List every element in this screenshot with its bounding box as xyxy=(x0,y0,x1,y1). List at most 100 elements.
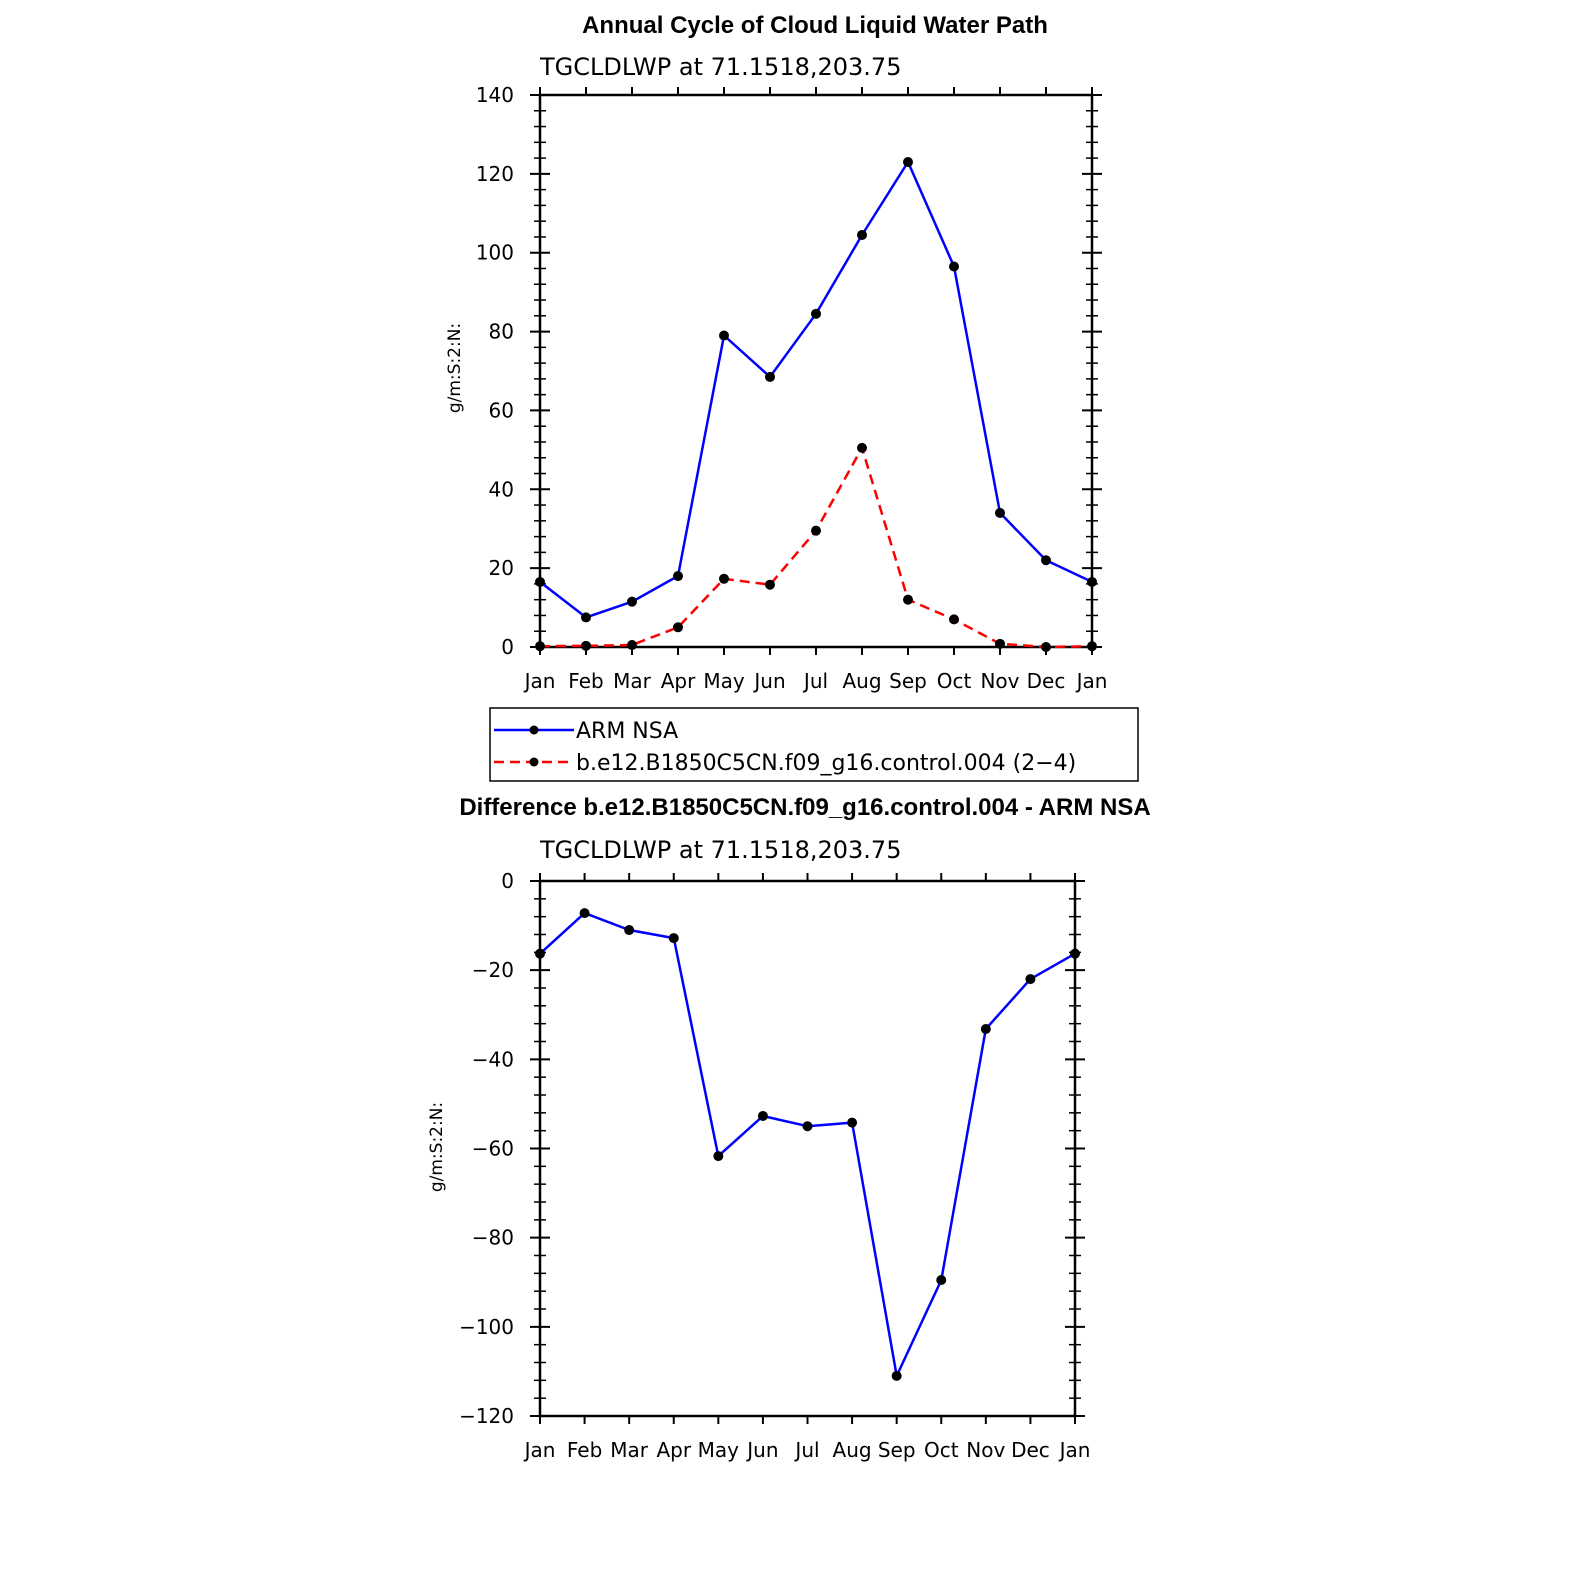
series-0-point xyxy=(995,507,1005,518)
top-chart-axes: Jan Feb Mar Apr May Jun Jul Aug Sep Oct Nov Dec Jan 0… xyxy=(476,83,1108,693)
series-0-point xyxy=(757,1110,768,1121)
series-1-point xyxy=(1087,641,1097,652)
series-0-point xyxy=(581,612,591,623)
x-tick-label: Jan xyxy=(1058,1438,1091,1462)
series-1-point xyxy=(1041,642,1051,652)
x-tick-label: Jul xyxy=(802,669,828,693)
x-tick-label: Dec xyxy=(1027,669,1066,693)
bottom-chart-series xyxy=(535,908,1080,1381)
x-tick-label: Feb xyxy=(567,1438,602,1462)
top-chart-series xyxy=(535,157,1097,652)
series-1-point xyxy=(811,525,821,536)
bottom-chart-title: Difference b.e12.B1850C5CN.f09_g16.contr… xyxy=(459,794,1150,821)
legend-label-model: b.e12.B1850C5CN.f09_g16.control.004 (2−4… xyxy=(576,751,1076,776)
x-tick-label: Jun xyxy=(752,669,785,693)
series-0-point xyxy=(1041,555,1051,566)
top-chart-subtitle: TGCLDLWP at 71.1518,203.75 xyxy=(539,53,901,81)
x-tick-label: May xyxy=(698,1438,740,1462)
y-tick-label: 60 xyxy=(489,398,514,422)
series-0-point xyxy=(668,933,679,944)
y-tick-label: 0 xyxy=(501,635,514,659)
series-0-point xyxy=(719,330,729,341)
legend: ARM NSA b.e12.B1850C5CN.f09_g16.control.… xyxy=(489,707,1139,782)
series-0-point xyxy=(949,261,959,272)
y-tick-label: −20 xyxy=(472,958,514,982)
top-chart-title: Annual Cycle of Cloud Liquid Water Path xyxy=(582,12,1048,39)
series-0-point xyxy=(811,308,821,319)
series-1-point xyxy=(673,622,683,633)
y-tick-label: −100 xyxy=(459,1315,514,1339)
bottom-chart-axes: Jan Feb Mar Apr May Jun Jul Aug Sep Oct Nov Dec Jan 0… xyxy=(459,869,1090,1462)
x-tick-label: Mar xyxy=(610,1438,649,1462)
series-0-point xyxy=(1025,974,1036,985)
series-1-point xyxy=(857,442,867,453)
y-tick-label: −60 xyxy=(472,1137,514,1161)
x-tick-label: Apr xyxy=(656,1438,691,1462)
series-0-point xyxy=(624,925,635,936)
x-tick-label: Dec xyxy=(1011,1438,1050,1462)
y-tick-label: 140 xyxy=(476,83,514,107)
series-line-1 xyxy=(539,446,1093,649)
series-0-point xyxy=(713,1151,724,1162)
series-0-point xyxy=(1087,576,1097,587)
y-tick-label: 120 xyxy=(476,162,514,186)
series-0-point xyxy=(535,576,545,587)
legend-marker-arm-nsa xyxy=(529,725,539,735)
series-0-point xyxy=(1070,948,1080,959)
y-tick-label: 20 xyxy=(489,556,514,580)
x-tick-label: Aug xyxy=(833,1438,872,1462)
x-tick-label: Jun xyxy=(745,1438,778,1462)
y-tick-label: 80 xyxy=(489,320,514,344)
legend-label-arm-nsa: ARM NSA xyxy=(576,719,678,744)
y-tick-label: 40 xyxy=(489,477,514,501)
series-0-point xyxy=(980,1024,991,1035)
series-0-point xyxy=(765,371,775,382)
series-1-point xyxy=(581,640,591,651)
x-tick-label: Oct xyxy=(924,1438,959,1462)
y-tick-label: −80 xyxy=(472,1226,514,1250)
x-tick-label: Nov xyxy=(980,669,1019,693)
legend-box xyxy=(489,707,1139,782)
y-tick-label: −120 xyxy=(459,1404,514,1428)
x-tick-label: Apr xyxy=(661,669,696,693)
x-tick-label: Sep xyxy=(878,1438,916,1462)
y-tick-label: 100 xyxy=(476,241,514,265)
bottom-chart-ylabel: g/m:S:2:N: xyxy=(427,1102,447,1192)
x-tick-label: Jan xyxy=(523,1438,556,1462)
series-0-point xyxy=(903,157,913,168)
x-tick-label: Aug xyxy=(842,669,881,693)
plot-frame xyxy=(538,879,1077,1418)
series-0-point xyxy=(802,1121,813,1132)
series-0-point xyxy=(891,1370,902,1381)
series-0-point xyxy=(936,1275,947,1286)
x-tick-label: May xyxy=(703,669,745,693)
series-line-0 xyxy=(539,160,1093,619)
x-tick-label: Feb xyxy=(568,669,603,693)
series-0-point xyxy=(847,1117,858,1128)
y-tick-label: 0 xyxy=(501,869,514,893)
series-0-point xyxy=(673,571,683,582)
series-line-0 xyxy=(539,911,1076,1378)
x-tick-label: Oct xyxy=(937,669,972,693)
top-chart-ylabel: g/m:S:2:N: xyxy=(445,323,465,413)
series-1-point xyxy=(535,641,545,652)
series-1-point xyxy=(765,579,775,590)
x-tick-label: Jan xyxy=(1075,669,1108,693)
x-tick-label: Jan xyxy=(523,669,556,693)
bottom-chart: Difference b.e12.B1850C5CN.f09_g16.contr… xyxy=(427,794,1151,1462)
y-tick-label: −40 xyxy=(472,1047,514,1071)
series-1-point xyxy=(903,594,913,605)
series-0-point xyxy=(535,948,545,959)
x-tick-label: Nov xyxy=(966,1438,1005,1462)
x-tick-label: Jul xyxy=(793,1438,819,1462)
legend-marker-model xyxy=(529,757,539,767)
series-0-point xyxy=(627,596,637,607)
series-1-point xyxy=(627,640,637,651)
top-chart: Annual Cycle of Cloud Liquid Water Path … xyxy=(445,12,1107,693)
plot-frame xyxy=(538,93,1094,649)
series-0-point xyxy=(579,908,590,919)
series-0-point xyxy=(857,229,867,240)
x-tick-label: Mar xyxy=(613,669,652,693)
series-1-point xyxy=(995,638,1005,649)
